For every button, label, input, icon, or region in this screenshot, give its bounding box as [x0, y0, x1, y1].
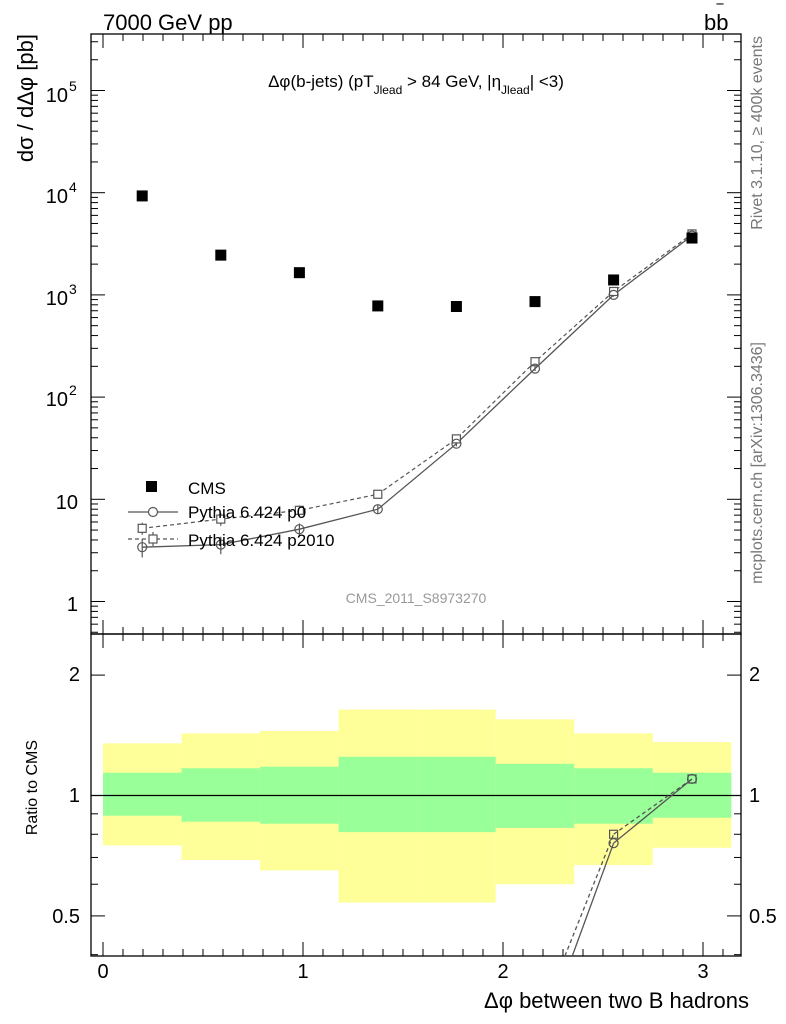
analysis-watermark: CMS_2011_S8973270: [346, 590, 487, 606]
point-p0: [137, 542, 148, 553]
series-line-p0: [142, 235, 693, 548]
ytick-exp-1e5: 5: [69, 78, 77, 94]
ytick-exp-1e2: 2: [69, 382, 77, 398]
ratio-line-p0: [571, 842, 615, 957]
data-marks: [136, 190, 698, 957]
ytick-label-1e4: 10: [46, 186, 68, 208]
xlabel: Δφ between two B hadrons: [484, 988, 749, 1013]
ytick-label-1e2: 10: [46, 389, 68, 411]
legend-label-p2010: Pythia 6.424 p2010: [188, 531, 335, 550]
point-p0: [294, 524, 305, 535]
series-line-p2010: [142, 233, 693, 529]
ratio-line-p2010: [613, 778, 693, 835]
axis-ticks: [91, 34, 741, 956]
point-p2010: [373, 489, 383, 499]
point-p2010: [530, 357, 540, 367]
rivet-version-text: Rivet 3.1.10, ≥ 400k events: [749, 36, 766, 230]
point-p0: [451, 438, 462, 449]
point-p2010: [294, 505, 304, 515]
main-ytick-labels: 1 10 10 2 10 3 10 4 10 5: [46, 78, 78, 616]
point-cms: [686, 232, 698, 244]
ratio-ytick-2-right: 2: [749, 664, 760, 686]
ytick-label-10: 10: [56, 492, 78, 514]
point-cms: [608, 274, 620, 286]
point-p2010: [608, 286, 619, 297]
energy-label: 7000 GeV pp: [103, 10, 233, 35]
ratio-point-p2010: [608, 829, 619, 839]
ytick-label-1e3: 10: [46, 288, 68, 310]
legend-label-p0: Pythia 6.424 p0: [188, 503, 306, 522]
ratio-uncertainty-bands: [91, 709, 741, 903]
ytick-label-1e5: 10: [46, 85, 68, 107]
ratio-band-inner: [338, 756, 418, 833]
title-part-3: | <3): [530, 72, 564, 91]
mcplots-reference-text: mcplots.cern.ch [arXiv:1306.3436]: [749, 342, 766, 584]
legend-marker-p2010: [148, 534, 158, 544]
point-cms: [293, 267, 305, 279]
point-p0: [608, 289, 619, 300]
ytick-label-1: 1: [67, 594, 78, 616]
process-antiquark-bar: ‾: [716, 2, 724, 22]
xtick-1: 1: [297, 961, 308, 983]
legend: CMS Pythia 6.424 p0 Pythia 6.424 p2010: [128, 479, 335, 550]
ratio-band-inner: [103, 772, 182, 816]
legend-marker-cms: [146, 481, 157, 492]
xtick-labels: 0 1 2 3: [97, 961, 708, 983]
point-p2010: [216, 514, 226, 524]
xtick-0: 0: [97, 961, 108, 983]
main-ylabel: dσ / dΔφ [pb]: [13, 34, 38, 162]
point-p0: [529, 363, 541, 374]
xtick-3: 3: [697, 961, 708, 983]
ratio-line-p0: [613, 778, 693, 844]
ratio-ylabel: Ratio to CMS: [24, 740, 41, 835]
ytick-exp-1e4: 4: [69, 179, 77, 195]
process-label: bb: [704, 10, 728, 35]
title-part-2: > 84 GeV, |η: [402, 72, 501, 91]
ratio-ytick-2-left: 2: [69, 664, 80, 686]
point-cms: [136, 190, 148, 202]
ratio-band-inner: [417, 756, 496, 833]
point-p0: [215, 539, 226, 550]
title-sub-2: Jlead: [501, 83, 530, 97]
point-cms: [450, 301, 462, 313]
ratio-ytick-labels: 0.5 1 2 0.5 1 2: [52, 664, 777, 928]
ratio-line-p2010: [564, 834, 615, 957]
xtick-2: 2: [497, 961, 508, 983]
title-part-1: Δφ(b-jets) (pT: [268, 72, 374, 91]
ytick-exp-1e3: 3: [69, 281, 77, 297]
ratio-ytick-1-left: 1: [69, 785, 80, 807]
legend-label-cms: CMS: [188, 479, 226, 498]
ratio-point-p2010: [687, 774, 697, 784]
point-cms: [215, 249, 227, 261]
ratio-ytick-1-right: 1: [749, 785, 760, 807]
point-p2010: [137, 523, 147, 533]
ratio-ytick-0-5-left: 0.5: [52, 906, 80, 928]
point-cms: [372, 300, 384, 312]
legend-marker-p0: [147, 506, 159, 518]
ratio-ytick-0-5-right: 0.5: [749, 906, 777, 928]
point-p0: [372, 504, 383, 515]
panel-title: Δφ(b-jets) (pTJlead > 84 GeV, |ηJlead| <…: [268, 72, 564, 97]
title-sub-1: Jlead: [374, 83, 403, 97]
point-cms: [529, 296, 541, 308]
